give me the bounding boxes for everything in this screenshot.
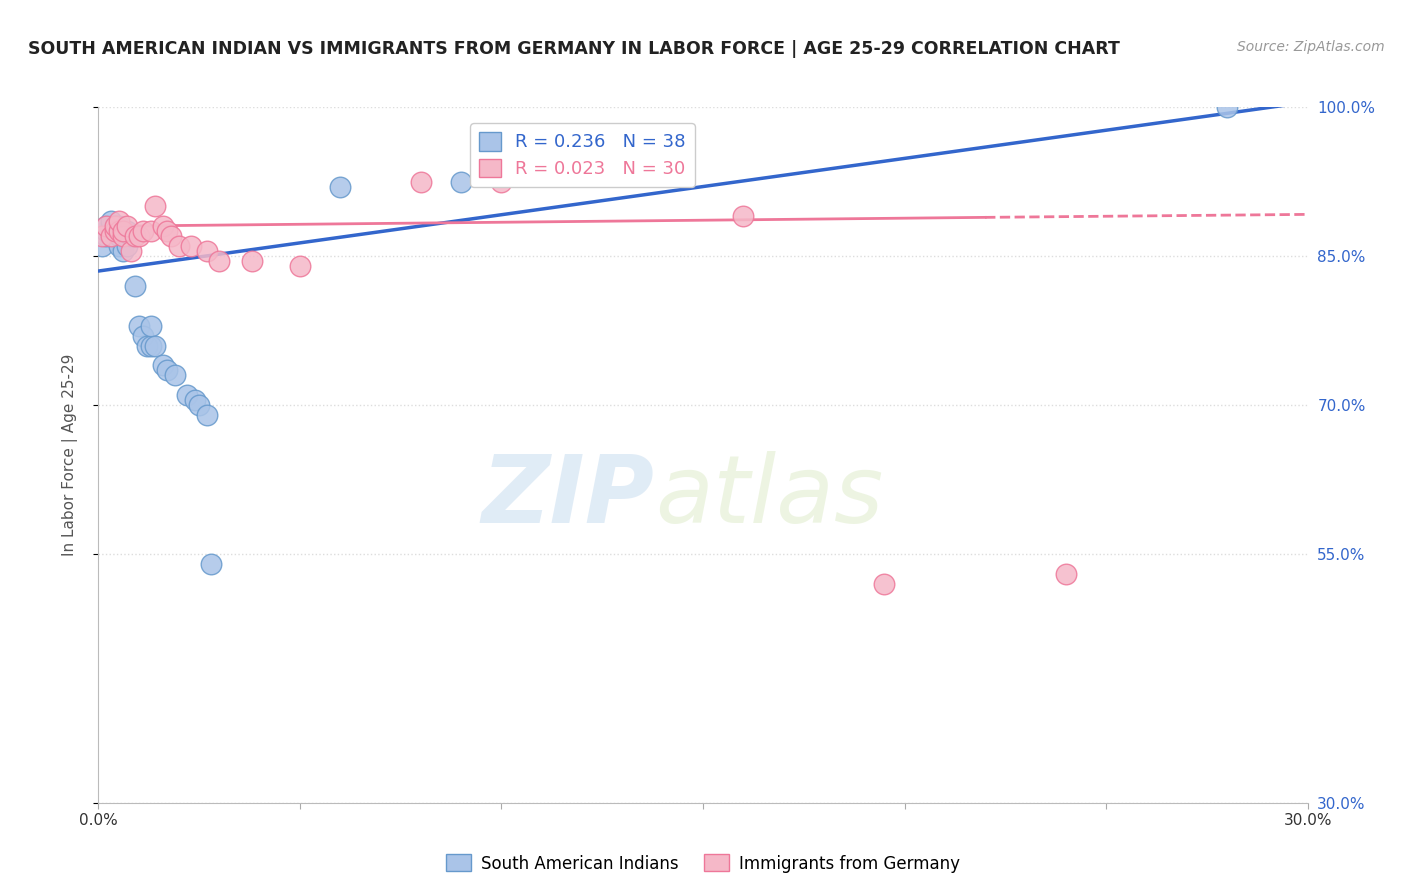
Point xyxy=(873,577,896,591)
Point xyxy=(103,219,125,234)
Point xyxy=(152,359,174,373)
Point xyxy=(91,239,114,253)
Point xyxy=(96,224,118,238)
Point xyxy=(96,219,118,234)
Point xyxy=(156,363,179,377)
Point xyxy=(132,224,155,238)
Point xyxy=(100,229,122,244)
Point xyxy=(409,175,432,189)
Point xyxy=(139,318,162,333)
Point xyxy=(491,175,513,189)
Point xyxy=(120,229,142,244)
Point xyxy=(156,224,179,238)
Point xyxy=(96,219,118,234)
Point xyxy=(152,219,174,234)
Point xyxy=(111,229,134,244)
Legend: R = 0.236   N = 38, R = 0.023   N = 30: R = 0.236 N = 38, R = 0.023 N = 30 xyxy=(470,123,695,187)
Point xyxy=(240,254,263,268)
Point xyxy=(139,338,162,352)
Point xyxy=(111,244,134,259)
Point xyxy=(107,239,129,253)
Point xyxy=(135,338,157,352)
Point xyxy=(115,224,138,238)
Point xyxy=(124,279,146,293)
Point xyxy=(107,219,129,234)
Point xyxy=(103,224,125,238)
Point xyxy=(139,224,162,238)
Point xyxy=(128,318,150,333)
Point xyxy=(733,210,755,224)
Point xyxy=(450,175,472,189)
Point xyxy=(176,388,198,402)
Point xyxy=(1054,567,1077,582)
Point xyxy=(200,558,222,572)
Point xyxy=(132,328,155,343)
Point xyxy=(100,224,122,238)
Point xyxy=(167,239,190,253)
Point xyxy=(143,199,166,213)
Point xyxy=(100,214,122,228)
Point xyxy=(120,244,142,259)
Point xyxy=(115,239,138,253)
Point xyxy=(1216,100,1239,114)
Point xyxy=(103,219,125,234)
Point xyxy=(188,398,211,412)
Point xyxy=(111,229,134,244)
Y-axis label: In Labor Force | Age 25-29: In Labor Force | Age 25-29 xyxy=(62,354,77,556)
Legend: South American Indians, Immigrants from Germany: South American Indians, Immigrants from … xyxy=(440,847,966,880)
Point xyxy=(100,219,122,234)
Point xyxy=(143,338,166,352)
Point xyxy=(195,408,218,422)
Point xyxy=(115,219,138,234)
Point xyxy=(107,224,129,238)
Point xyxy=(124,229,146,244)
Point xyxy=(184,393,207,408)
Point xyxy=(96,229,118,244)
Text: atlas: atlas xyxy=(655,451,883,542)
Point xyxy=(107,229,129,244)
Point xyxy=(103,224,125,238)
Point xyxy=(103,229,125,244)
Point xyxy=(111,224,134,238)
Point xyxy=(329,179,352,194)
Point xyxy=(163,368,186,383)
Text: SOUTH AMERICAN INDIAN VS IMMIGRANTS FROM GERMANY IN LABOR FORCE | AGE 25-29 CORR: SOUTH AMERICAN INDIAN VS IMMIGRANTS FROM… xyxy=(28,40,1121,58)
Point xyxy=(288,259,311,273)
Point xyxy=(91,229,114,244)
Point xyxy=(111,224,134,238)
Point xyxy=(180,239,202,253)
Point xyxy=(208,254,231,268)
Point xyxy=(160,229,183,244)
Point xyxy=(100,229,122,244)
Point xyxy=(107,214,129,228)
Point xyxy=(128,229,150,244)
Text: Source: ZipAtlas.com: Source: ZipAtlas.com xyxy=(1237,40,1385,54)
Text: ZIP: ZIP xyxy=(482,450,655,542)
Point xyxy=(195,244,218,259)
